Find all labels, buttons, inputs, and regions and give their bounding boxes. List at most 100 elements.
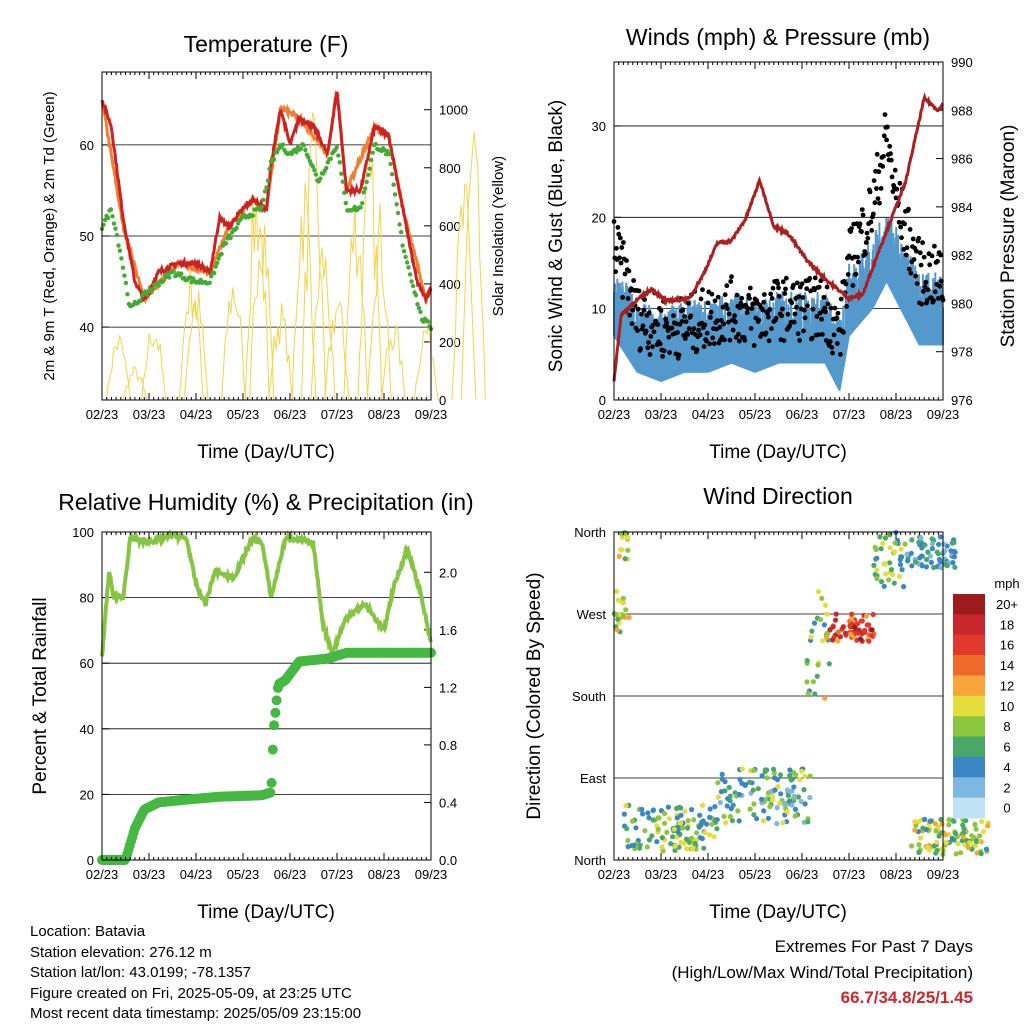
gust-point [834,315,839,321]
y-right-tick-label: 976 [951,393,973,408]
direction-point [615,597,622,603]
gust-point [615,225,621,230]
gust-point [651,329,657,335]
direction-point [887,545,893,551]
gust-point [874,151,880,157]
direction-point [935,551,942,557]
direction-point [917,835,924,841]
info-created: Figure created on Fri, 2025-05-09, at 23… [30,984,352,1002]
gust-point [804,286,810,292]
direction-point [769,797,776,803]
dewpoint-point [125,292,130,297]
gust-point [726,319,731,325]
gust-point [702,322,708,328]
direction-point [637,842,643,848]
direction-point [614,627,620,633]
solar-insolation-line [244,197,270,401]
colorbar-swatch [953,716,985,738]
direction-point [699,802,706,809]
gust-point [903,252,909,258]
dewpoint-point [388,161,393,167]
gust-point [717,324,723,330]
panel-temperature: Temperature (F) 405060020040060080010000… [41,31,507,463]
gust-point [843,281,849,287]
gust-point [914,281,920,286]
y-right-tick-label: 0.0 [439,853,457,868]
gust-point [709,291,715,297]
direction-point [870,611,876,618]
direction-point [760,818,766,824]
precip-point [271,695,282,706]
panel-winds: Winds (mph) & Pressure (mb) 0 10 20 30 976 97… [546,24,1019,463]
gust-point [685,332,690,337]
dewpoint-point [413,293,419,298]
direction-point [785,793,792,799]
direction-point [959,838,965,844]
direction-point [817,616,824,623]
direction-point [952,549,958,555]
temp-ylabel-left: 2m & 9m T (Red, Orange) & 2m Td (Green) [41,91,58,380]
direction-point [951,818,957,824]
info-location: Location: Batavia [30,923,146,940]
direction-point [754,816,760,822]
gust-point [711,341,717,347]
gust-point [791,319,797,325]
direction-point [918,535,924,541]
dewpoint-point [366,172,371,177]
direction-point [933,828,939,834]
direction-point [649,833,655,839]
dewpoint-point [116,243,121,248]
gust-point [619,245,625,250]
direction-point [751,812,757,818]
temp-title: Temperature (F) [184,31,349,57]
gust-point [782,291,788,296]
gust-point [729,274,734,280]
direction-point [822,695,828,701]
direction-point [680,825,686,831]
dewpoint-point [397,222,402,227]
dewpoint-point [416,306,422,311]
direction-point [952,564,958,570]
direction-point [788,777,794,783]
gust-point [732,313,737,319]
direction-point [931,564,937,571]
direction-point [736,818,742,824]
dewpoint-point [179,271,184,276]
direction-point [960,834,967,840]
direction-point [819,595,825,601]
gust-point [728,279,734,284]
direction-point [978,851,984,857]
direction-point [707,814,713,821]
direction-point [929,536,935,542]
direction-point [683,836,690,842]
direction-point [781,800,787,807]
solar-insolation-line [183,290,209,401]
direction-point [678,812,684,818]
direction-point [812,691,818,697]
colorbar-label: 18 [1000,617,1014,632]
dewpoint-point [373,141,378,147]
direction-point [714,826,720,832]
gust-point [708,309,714,315]
direction-point [922,816,928,823]
direction-point [952,830,959,837]
gust-point [894,186,900,192]
solar-insolation-line [451,183,477,401]
dewpoint-point [156,283,161,288]
gust-point [697,332,703,338]
y-left-tick-label: 60 [80,138,94,153]
direction-point [823,634,830,640]
dewpoint-point [391,182,396,187]
direction-point [965,845,972,851]
direction-point [671,826,678,832]
y-right-tick-label: 978 [951,345,973,360]
colorbar-swatch [953,634,985,656]
dewpoint-point [343,200,348,206]
dewpoint-point [119,256,124,261]
gust-point [830,350,835,356]
dewpoint-point [403,254,408,260]
direction-point [780,820,786,826]
direction-point [927,553,934,559]
gust-point [832,305,838,311]
gust-point [876,169,882,175]
